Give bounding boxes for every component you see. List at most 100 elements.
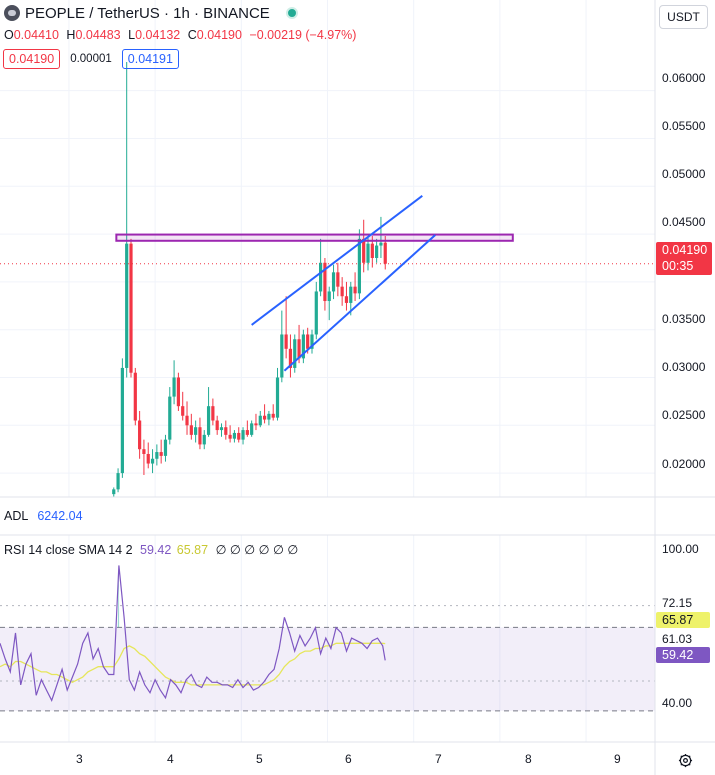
rsi-sma-axis-label: 65.87 — [656, 612, 710, 628]
candle-body — [181, 406, 185, 416]
candle-body — [232, 432, 237, 439]
bar-countdown: 00:35 — [662, 259, 694, 273]
candle-body — [344, 296, 349, 303]
candle-body — [297, 339, 301, 359]
time-tick: 4 — [167, 752, 174, 766]
candle-body — [206, 406, 211, 435]
candle-body — [323, 262, 327, 302]
candle-body — [172, 377, 176, 397]
candle-body — [280, 334, 284, 378]
rsi-tick: 40.00 — [662, 696, 693, 710]
candle-body — [155, 452, 159, 459]
symbol-header[interactable]: PEOPLE / TetherUS · 1h · BINANCE — [0, 0, 298, 26]
rsi-axis-label: 59.42 — [656, 647, 710, 663]
spread-value: 0.00001 — [70, 53, 112, 65]
candle-body — [163, 439, 168, 456]
open-value: 0.04410 — [13, 28, 59, 42]
candle-body — [370, 243, 374, 258]
quote-boxes: 0.04190 0.00001 0.04191 — [3, 49, 179, 69]
candle-body — [112, 489, 116, 495]
price-tick: 0.05500 — [662, 119, 706, 133]
time-tick: 3 — [76, 752, 83, 766]
rsi-sma-legend-value: 65.87 — [176, 543, 209, 557]
rsi-tick: 100.00 — [662, 542, 699, 556]
high-value: 0.04483 — [75, 28, 121, 42]
candle-body — [288, 348, 293, 368]
price-tick: 0.05000 — [662, 167, 706, 181]
drawings[interactable] — [115, 195, 514, 372]
price-tick: 0.04500 — [662, 215, 706, 229]
candle-body — [202, 434, 206, 445]
candle-body — [383, 242, 387, 264]
candle-body — [194, 427, 198, 435]
candle-body — [254, 423, 258, 426]
candle-body — [262, 415, 267, 420]
candle-body — [284, 334, 288, 349]
candle-body — [258, 415, 262, 426]
rsi-label: RSI 14 close SMA 14 2 — [4, 543, 133, 557]
candle-body — [349, 286, 353, 303]
sell-price-box[interactable]: 0.04190 — [3, 49, 61, 69]
rsi-legend[interactable]: RSI 14 close SMA 14 2 59.42 65.87 ∅ ∅ ∅ … — [4, 542, 298, 557]
change-value: −0.00219 (−4.97%) — [249, 28, 357, 42]
candle-body — [362, 238, 366, 263]
candle-body — [159, 452, 163, 456]
candle-body — [319, 262, 323, 292]
candle-body — [275, 377, 280, 418]
low-label: L — [128, 28, 136, 42]
adl-value: 6242.04 — [37, 509, 83, 523]
candle-body — [138, 420, 142, 450]
candle-body — [375, 245, 379, 258]
candle-body — [306, 334, 310, 349]
candle-body — [366, 243, 370, 263]
rsi-background-band — [0, 627, 655, 711]
time-tick: 8 — [525, 752, 532, 766]
high-label: H — [66, 28, 76, 42]
symbol-logo-icon — [4, 5, 20, 21]
grid-lines — [0, 0, 655, 742]
candle-body — [198, 427, 202, 445]
low-value: 0.04132 — [135, 28, 181, 42]
open-label: O — [4, 28, 14, 42]
candle-body — [314, 291, 318, 335]
rsi-tick: 72.15 — [662, 596, 693, 610]
time-tick: 5 — [256, 752, 263, 766]
resistance-zone-rectangle — [115, 233, 514, 242]
price-tick: 0.02500 — [662, 408, 706, 422]
settings-gear-icon[interactable] — [678, 753, 693, 768]
rsi-empty-values: ∅ ∅ ∅ ∅ ∅ ∅ — [215, 543, 299, 557]
candle-body — [142, 449, 146, 454]
symbol-title[interactable]: PEOPLE / TetherUS · 1h · BINANCE — [25, 4, 270, 22]
price-tick: 0.06000 — [662, 71, 706, 85]
adl-legend[interactable]: ADL 6242.04 — [4, 509, 83, 523]
last-price-value: 0.04190 — [662, 243, 708, 257]
price-tick: 0.02000 — [662, 457, 706, 471]
candle-body — [301, 334, 305, 359]
candle-body — [133, 372, 137, 421]
candle-body — [241, 430, 245, 440]
candle-body — [176, 377, 181, 407]
candle-body — [353, 286, 357, 294]
candle-body — [327, 291, 331, 302]
buy-price-box[interactable]: 0.04191 — [121, 49, 179, 69]
close-label: C — [187, 28, 197, 42]
price-tick: 0.03000 — [662, 360, 706, 374]
candle-body — [116, 473, 120, 490]
rsi-legend-value: 59.42 — [140, 543, 172, 557]
candle-body — [211, 406, 215, 421]
time-tick: 7 — [435, 752, 442, 766]
candle-body — [357, 238, 361, 294]
candle-body — [150, 458, 155, 464]
rsi-line — [0, 565, 386, 702]
candle-body — [271, 413, 275, 418]
channel-lower-trendline — [283, 234, 436, 372]
candle-body — [293, 339, 297, 368]
candle-body — [219, 427, 224, 431]
candle-body — [336, 272, 340, 287]
rsi-lines — [0, 565, 386, 702]
candle-body — [224, 427, 228, 435]
candle-body — [379, 242, 383, 246]
currency-button[interactable]: USDT — [659, 5, 708, 29]
